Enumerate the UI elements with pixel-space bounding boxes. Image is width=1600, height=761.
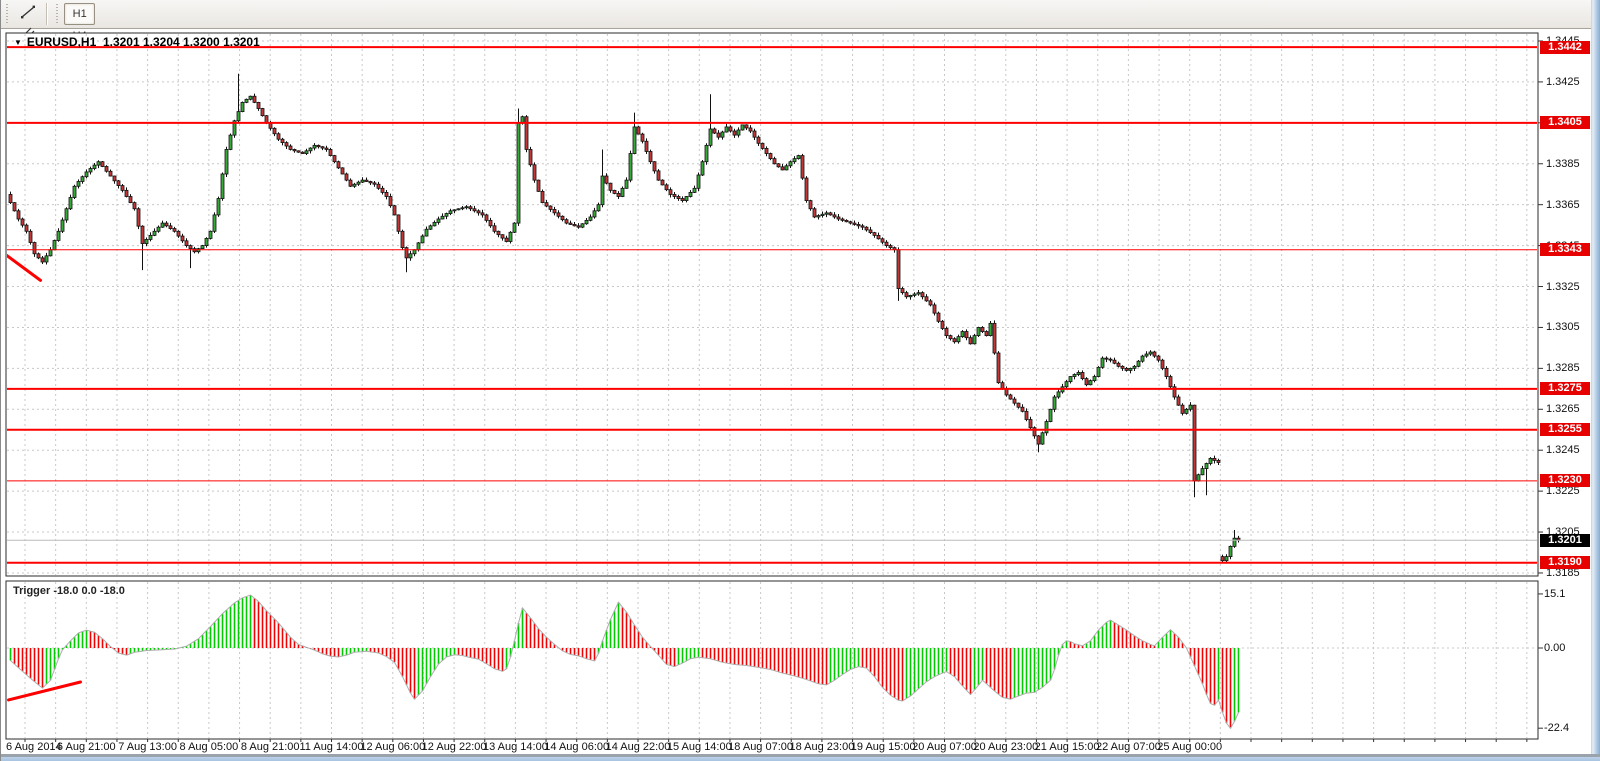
price-axis-tick: 1.3285 (1546, 362, 1580, 375)
time-axis-label: 6 Aug 21:00 (56, 741, 116, 753)
current-price-badge: 1.3201 (1540, 533, 1590, 547)
toolbar: EFAT▾ M1M5M15M30H1H4D1W1MN (1, 0, 1600, 129)
price-axis-tick: 1.3225 (1546, 485, 1580, 498)
time-axis-label: 22 Aug 07:00 (1095, 741, 1161, 753)
time-axis-label: 21 Aug 15:00 (1034, 741, 1100, 753)
horizontal-line-icon (20, 0, 36, 3)
time-axis-label: 7 Aug 13:00 (118, 741, 177, 753)
timeframe-H1-button[interactable]: H1 (64, 3, 96, 25)
time-axis-label: 25 Aug 00:00 (1157, 741, 1223, 753)
level-price-badge[interactable]: 1.3343 (1540, 243, 1590, 257)
time-axis-label: 20 Aug 07:00 (912, 741, 977, 753)
time-axis-label: 14 Aug 06:00 (544, 741, 610, 753)
time-axis-label: 18 Aug 07:00 (728, 741, 794, 753)
level-price-badge[interactable]: 1.3275 (1540, 382, 1590, 396)
price-axis-tick: 1.3365 (1546, 198, 1580, 211)
time-axis-label: 18 Aug 23:00 (789, 741, 855, 753)
level-price-badge[interactable]: 1.3405 (1540, 116, 1590, 130)
price-axis-tick: 1.3325 (1546, 280, 1580, 293)
time-axis-label: 6 Aug 2014 (6, 741, 62, 753)
price-axis-tick: 1.3425 (1546, 75, 1580, 88)
window-right-edge (1591, 0, 1600, 761)
price-axis-tick: 1.3245 (1546, 444, 1580, 457)
indicator-axis-tick: 15.1 (1544, 587, 1566, 600)
symbol-dropdown-icon[interactable]: ▼ (14, 37, 22, 47)
indicator-axis-tick: 0.00 (1544, 642, 1566, 654)
time-axis-label: 13 Aug 14:00 (482, 741, 548, 753)
chart-canvas[interactable] (1, 29, 1600, 761)
time-axis-label: 20 Aug 23:00 (973, 741, 1039, 753)
level-price-badge[interactable]: 1.3255 (1540, 423, 1590, 437)
indicator-label: Trigger -18.0 0.0 -18.0 (13, 585, 125, 597)
time-axis-label: 19 Aug 15:00 (850, 741, 916, 753)
level-price-badge[interactable]: 1.3230 (1540, 474, 1590, 488)
level-price-badge[interactable]: 1.3190 (1540, 556, 1590, 570)
price-axis-tick: 1.3385 (1546, 157, 1580, 170)
time-axis-label: 8 Aug 05:00 (179, 741, 239, 753)
level-price-badge[interactable]: 1.3442 (1540, 40, 1590, 54)
trendline-icon (20, 4, 36, 25)
time-axis-label: 14 Aug 22:00 (605, 741, 671, 753)
time-axis-label: 8 Aug 21:00 (240, 741, 300, 753)
toolbar-separator (46, 3, 47, 25)
chart-ohlc-values: 1.3201 1.3204 1.3200 1.3201 (102, 35, 260, 49)
time-axis-label: 12 Aug 22:00 (421, 741, 487, 753)
time-axis-label: 15 Aug 14:00 (666, 741, 732, 753)
price-axis-tick: 1.3305 (1546, 321, 1580, 334)
timeframe-toolbar-drag-handle[interactable] (54, 4, 61, 24)
price-axis-tick: 1.3185 (1546, 566, 1580, 579)
time-axis-label: 11 Aug 14:00 (299, 741, 364, 753)
indicator-axis-tick: -22.4 (1544, 722, 1570, 735)
window-bottom-edge (1, 754, 1600, 761)
toolbar-drag-handle[interactable] (4, 4, 11, 24)
chart-title: ▼ EURUSD,H1 1.3201 1.3204 1.3200 1.3201 (14, 35, 260, 49)
chart-symbol-timeframe: EURUSD,H1 (26, 35, 97, 49)
tool-trendline-button[interactable] (14, 3, 41, 25)
time-axis-label: 12 Aug 06:00 (360, 741, 426, 753)
price-axis-tick: 1.3265 (1546, 403, 1580, 416)
